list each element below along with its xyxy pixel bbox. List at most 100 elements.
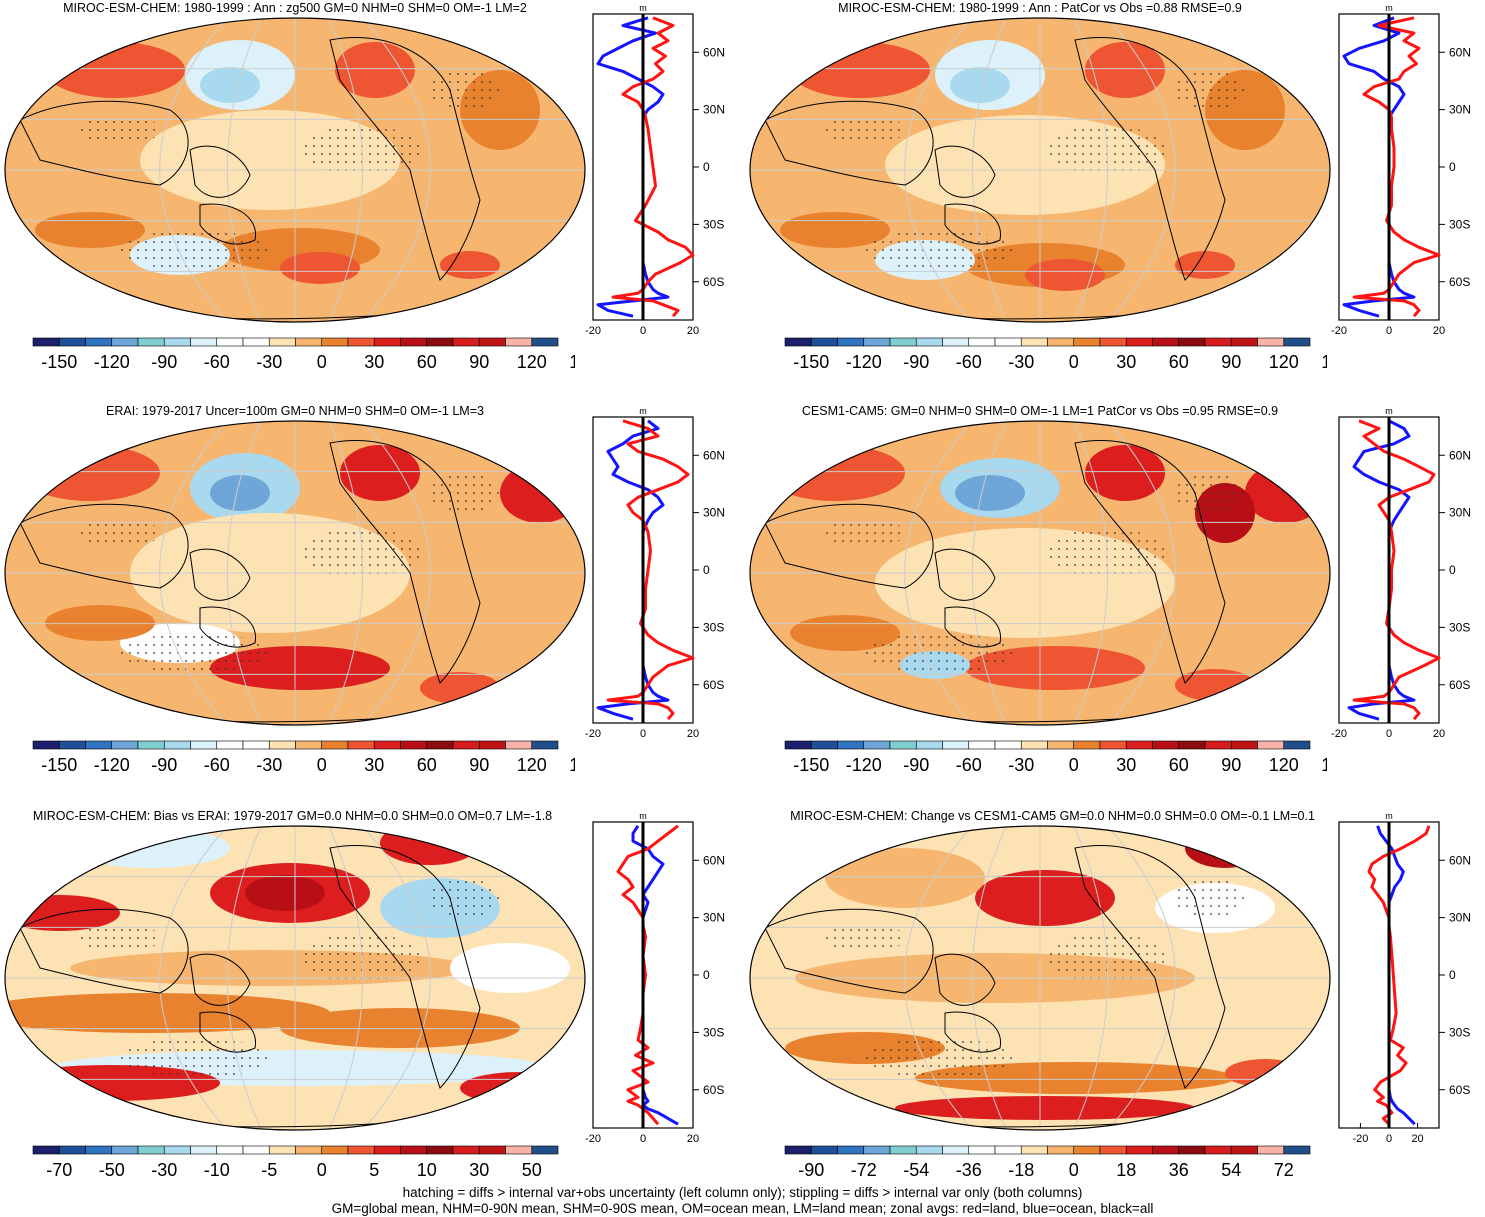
zonal-mean-plot: m 60N 30N 0 30S 60S -20 0 20 bbox=[1338, 811, 1471, 1145]
colorbar-swatch bbox=[1230, 740, 1258, 750]
colorbar-swatch bbox=[111, 337, 139, 347]
map-coastline bbox=[199, 606, 256, 648]
zonal-xtick-label: 0 bbox=[640, 1133, 646, 1145]
colorbar-swatch bbox=[190, 337, 218, 347]
colorbar-tick-label: -30 bbox=[1008, 755, 1034, 775]
colorbar-swatch bbox=[837, 337, 865, 347]
colorbar-swatch bbox=[531, 740, 559, 750]
map bbox=[749, 420, 1331, 726]
map-anomaly bbox=[420, 672, 500, 704]
zonal-ytick-label: 60N bbox=[1449, 45, 1471, 59]
colorbar-swatch bbox=[85, 1145, 113, 1155]
zonal-ytick-label: 60S bbox=[1449, 678, 1470, 692]
colorbar-tick-label: 60 bbox=[1169, 755, 1189, 775]
colorbar: -90 -72 -54 -36 -18 0 18 36 54 72 90 bbox=[784, 1145, 1327, 1180]
colorbar-tick-label: -36 bbox=[956, 1160, 982, 1180]
zonal-xtick-label: 0 bbox=[640, 728, 646, 740]
zonal-xtick-label: -20 bbox=[1352, 1133, 1368, 1145]
map-stippling bbox=[300, 125, 420, 175]
colorbar-swatch bbox=[942, 740, 970, 750]
zonal-xtick-label: -20 bbox=[585, 1133, 601, 1145]
colorbar-swatch bbox=[784, 337, 812, 347]
zonal-xtick-label: 20 bbox=[1433, 728, 1445, 740]
colorbar-tick-label: 54 bbox=[1221, 1160, 1241, 1180]
map-anomaly bbox=[895, 1096, 1195, 1120]
colorbar-tick-label: -90 bbox=[903, 755, 929, 775]
colorbar-swatch bbox=[1125, 740, 1153, 750]
map-border bbox=[749, 825, 1331, 1131]
map-field bbox=[750, 18, 1330, 322]
map-gridline bbox=[159, 18, 228, 322]
colorbar-tick-label: -90 bbox=[151, 352, 177, 372]
map-stippling bbox=[300, 528, 420, 578]
map-coastline bbox=[944, 1011, 1001, 1053]
colorbar-swatch bbox=[1073, 740, 1101, 750]
map-border bbox=[749, 420, 1331, 726]
colorbar-swatch bbox=[1020, 337, 1048, 347]
zonal-mean-plot: m 60N 30N 0 30S 60S -20 0 20 bbox=[585, 811, 725, 1145]
colorbar-tick-label: 30 bbox=[1116, 755, 1136, 775]
colorbar-swatch bbox=[889, 337, 917, 347]
map-field bbox=[5, 826, 585, 1130]
map-border bbox=[749, 17, 1331, 323]
zonal-ytick-label: 60N bbox=[703, 45, 725, 59]
colorbar-tick-label: 50 bbox=[522, 1160, 542, 1180]
map-stippling bbox=[865, 1038, 1015, 1078]
colorbar-swatch bbox=[190, 740, 218, 750]
map-anomaly bbox=[975, 870, 1115, 926]
colorbar-swatch bbox=[268, 337, 296, 347]
colorbar-tick-label: 0 bbox=[317, 755, 327, 775]
map-anomaly bbox=[20, 445, 160, 501]
colorbar-tick-label: -90 bbox=[903, 352, 929, 372]
panel-2: MIROC-ESM-CHEM: 1980-1999 : Ann : PatCor… bbox=[745, 0, 1485, 400]
colorbar-swatch bbox=[968, 1145, 996, 1155]
colorbar-swatch bbox=[531, 337, 559, 347]
map-gridline bbox=[226, 18, 262, 322]
colorbar-tick-label: -30 bbox=[256, 755, 282, 775]
colorbar-swatch bbox=[1178, 1145, 1206, 1155]
colorbar-swatch bbox=[531, 1145, 559, 1155]
zonal-land-line bbox=[1352, 16, 1441, 318]
colorbar-swatch bbox=[373, 337, 401, 347]
colorbar-swatch bbox=[1125, 337, 1153, 347]
colorbar-swatch bbox=[242, 740, 270, 750]
colorbar-swatch bbox=[400, 740, 428, 750]
panel-title: ERAI: 1979-2017 Uncer=100m GM=0 NHM=0 SH… bbox=[106, 404, 484, 418]
map-field bbox=[750, 826, 1330, 1130]
zonal-ytick-label: 30S bbox=[1449, 1025, 1470, 1039]
colorbar-swatch bbox=[163, 1145, 191, 1155]
footer-line-2: GM=global mean, NHM=0-90N mean, SHM=0-90… bbox=[331, 1201, 1154, 1216]
map-coastline bbox=[934, 145, 996, 198]
map-anomaly bbox=[765, 445, 905, 501]
map-gridline bbox=[362, 18, 431, 322]
zonal-ytick-label: 0 bbox=[1449, 563, 1456, 577]
colorbar-swatch bbox=[137, 740, 165, 750]
map-stippling bbox=[825, 518, 905, 548]
colorbar-tick-label: -150 bbox=[793, 352, 829, 372]
colorbar-tick-label: 18 bbox=[1116, 1160, 1136, 1180]
map-anomaly bbox=[280, 252, 360, 284]
colorbar-tick-label: -5 bbox=[261, 1160, 277, 1180]
colorbar-swatch bbox=[426, 337, 454, 347]
zonal-ytick-label: 60S bbox=[1449, 1083, 1470, 1097]
colorbar-swatch bbox=[810, 740, 838, 750]
colorbar-swatch bbox=[216, 337, 244, 347]
colorbar-swatch bbox=[1073, 337, 1101, 347]
colorbar-swatch bbox=[1204, 337, 1232, 347]
map-anomaly bbox=[335, 42, 415, 98]
map-coastline bbox=[934, 548, 996, 601]
colorbar-swatch bbox=[889, 1145, 917, 1155]
map-coastline bbox=[944, 203, 1001, 245]
colorbar-swatch bbox=[1204, 740, 1232, 750]
colorbar-swatch bbox=[1257, 337, 1285, 347]
colorbar-swatch bbox=[137, 1145, 165, 1155]
map-stippling bbox=[1045, 528, 1165, 578]
colorbar-swatch bbox=[321, 337, 349, 347]
map-anomaly bbox=[280, 1008, 520, 1048]
colorbar-tick-label: 36 bbox=[1169, 1160, 1189, 1180]
map-stippling bbox=[80, 923, 160, 953]
zonal-xtick-label: 20 bbox=[1433, 325, 1445, 337]
colorbar-tick-label: 90 bbox=[1326, 1160, 1327, 1180]
colorbar-tick-label: 90 bbox=[1221, 755, 1241, 775]
colorbar-swatch bbox=[505, 740, 533, 750]
